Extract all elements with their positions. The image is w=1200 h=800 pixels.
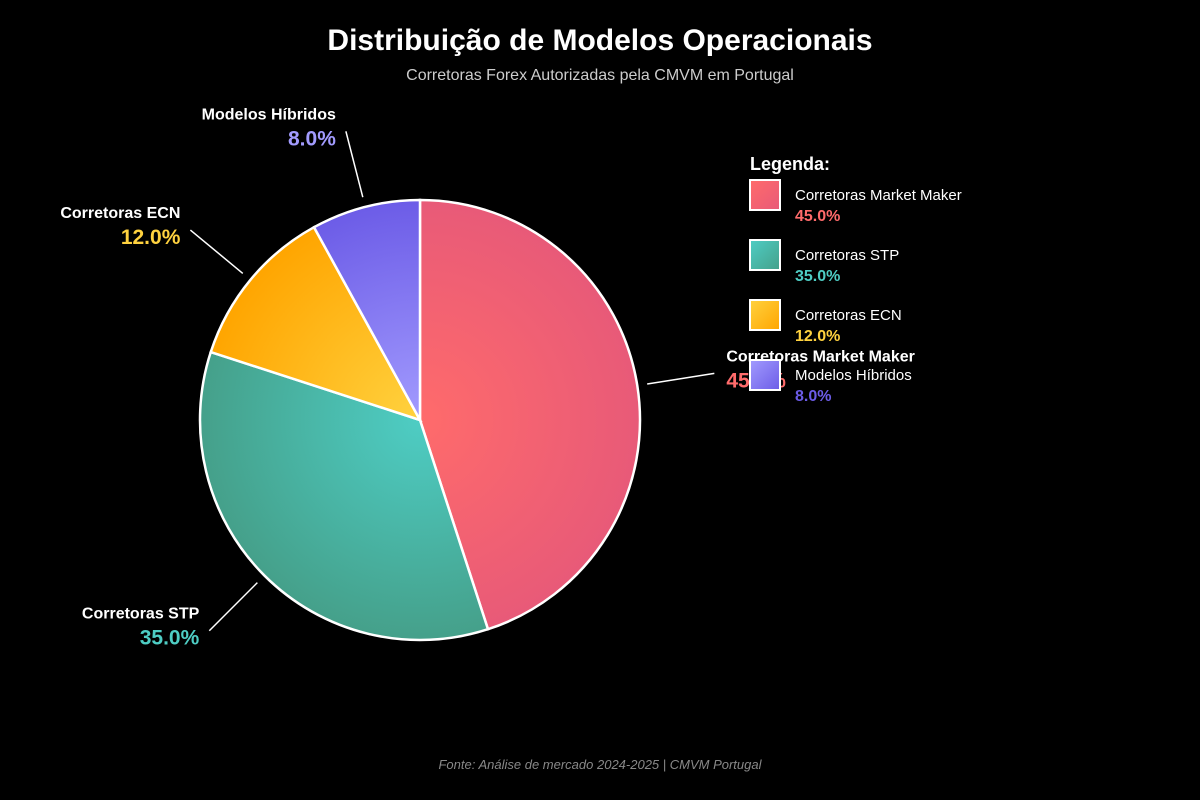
chart-title: Distribuição de Modelos Operacionais — [327, 24, 872, 57]
legend-percent: 35.0% — [795, 268, 840, 285]
pie-slice-modelos-h-bridos[interactable] — [312, 198, 422, 421]
legend-swatch-corretoras-ecn — [749, 299, 781, 331]
slice-percent-label: 12.0% — [121, 226, 181, 249]
leader-line — [189, 229, 244, 274]
slice-percent-label: 8.0% — [288, 127, 336, 150]
legend-percent: 12.0% — [795, 328, 840, 345]
legend-label: Corretoras ECN — [795, 307, 902, 324]
legend-swatch-modelos-h-bridos — [749, 359, 781, 391]
legend: Legenda: Corretoras Market Maker 45.0% Cor… — [749, 154, 962, 405]
leader-line — [647, 372, 715, 385]
legend-percent: 8.0% — [795, 388, 831, 405]
legend-title: Legenda: — [750, 154, 830, 174]
pie-slice-corretoras-stp[interactable] — [198, 350, 490, 642]
chart-source: Fonte: Análise de mercado 2024-2025 | CM… — [438, 757, 762, 772]
slice-label: Modelos Híbridos — [202, 106, 336, 123]
legend-label: Corretoras STP — [795, 247, 899, 264]
legend-swatch-corretoras-stp — [749, 239, 781, 271]
pie-slice-corretoras-market-maker[interactable] — [418, 198, 642, 631]
pie-slice-corretoras-ecn[interactable] — [209, 225, 423, 423]
legend-swatch-corretoras-market-maker — [749, 179, 781, 211]
leader-line — [208, 582, 258, 632]
slice-percent-label: 35.0% — [140, 627, 200, 650]
legend-percent: 45.0% — [795, 208, 840, 225]
legend-label: Corretoras Market Maker — [795, 187, 962, 204]
legend-label: Modelos Híbridos — [795, 367, 912, 384]
leader-line — [345, 131, 364, 198]
chart-subtitle: Corretoras Forex Autorizadas pela CMVM e… — [406, 67, 794, 84]
slice-label: Corretoras STP — [82, 606, 200, 623]
slice-label: Corretoras ECN — [60, 205, 180, 222]
